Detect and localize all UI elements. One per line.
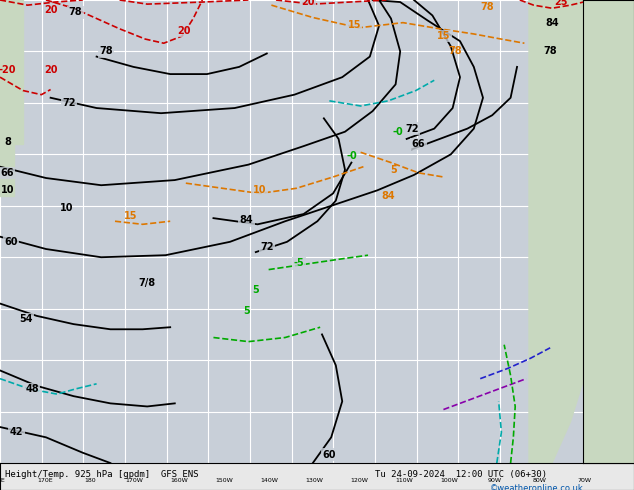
Text: 84: 84 <box>382 191 395 200</box>
Text: 170W: 170W <box>126 478 144 483</box>
Text: 170E: 170E <box>37 478 53 483</box>
Polygon shape <box>538 0 583 113</box>
Text: 130W: 130W <box>306 478 323 483</box>
Text: 5: 5 <box>252 285 259 295</box>
Text: 20: 20 <box>178 26 191 36</box>
Text: 60: 60 <box>4 237 18 247</box>
Text: 5: 5 <box>243 306 250 316</box>
Text: -0: -0 <box>392 127 403 137</box>
Text: 78: 78 <box>68 7 82 17</box>
Text: 90W: 90W <box>487 478 501 483</box>
Text: 140W: 140W <box>261 478 278 483</box>
Text: ©weatheronline.co.uk: ©weatheronline.co.uk <box>490 484 584 490</box>
Text: 20: 20 <box>44 65 57 75</box>
Text: Height/Temp. 925 hPa [gpdm]  GFS ENS: Height/Temp. 925 hPa [gpdm] GFS ENS <box>5 470 198 479</box>
Text: 10: 10 <box>1 185 14 196</box>
Text: 60: 60 <box>323 450 336 460</box>
Text: 20: 20 <box>301 0 315 7</box>
Text: 72: 72 <box>405 123 419 134</box>
Text: 100W: 100W <box>441 478 458 483</box>
Text: 84: 84 <box>545 18 559 27</box>
Text: 78: 78 <box>543 47 557 56</box>
Text: 5: 5 <box>391 165 397 175</box>
Text: 10: 10 <box>60 203 73 213</box>
Text: 25: 25 <box>555 0 568 7</box>
Text: -20: -20 <box>0 65 16 75</box>
Text: 66: 66 <box>1 168 14 178</box>
Text: 48: 48 <box>25 384 39 394</box>
Text: 15: 15 <box>437 31 450 41</box>
Text: 90E: 90E <box>0 478 6 483</box>
Text: 78: 78 <box>99 47 113 56</box>
Text: 10: 10 <box>253 185 266 196</box>
Text: 150W: 150W <box>216 478 233 483</box>
Text: 15: 15 <box>124 211 138 221</box>
Text: 84: 84 <box>240 215 254 225</box>
Text: 42: 42 <box>10 427 23 437</box>
Text: 7/8: 7/8 <box>139 278 156 288</box>
Text: -5: -5 <box>294 258 304 269</box>
Text: 15: 15 <box>347 20 361 30</box>
Text: 20: 20 <box>44 5 57 15</box>
Text: 80W: 80W <box>532 478 546 483</box>
Text: 160W: 160W <box>171 478 188 483</box>
Text: Tu 24-09-2024  12:00 UTC (06+30): Tu 24-09-2024 12:00 UTC (06+30) <box>375 470 547 479</box>
Polygon shape <box>0 144 14 196</box>
Text: 8: 8 <box>4 137 11 147</box>
Text: 70W: 70W <box>577 478 591 483</box>
Text: 78: 78 <box>481 2 495 12</box>
Text: 66: 66 <box>412 139 425 149</box>
Text: 72: 72 <box>62 98 75 108</box>
Polygon shape <box>0 0 23 144</box>
Text: 72: 72 <box>260 242 273 252</box>
Text: 120W: 120W <box>351 478 368 483</box>
Text: 110W: 110W <box>396 478 413 483</box>
Polygon shape <box>529 0 583 463</box>
Text: 54: 54 <box>19 314 32 324</box>
Text: 78: 78 <box>449 47 462 56</box>
Text: 180: 180 <box>84 478 96 483</box>
Text: -0: -0 <box>346 151 357 161</box>
